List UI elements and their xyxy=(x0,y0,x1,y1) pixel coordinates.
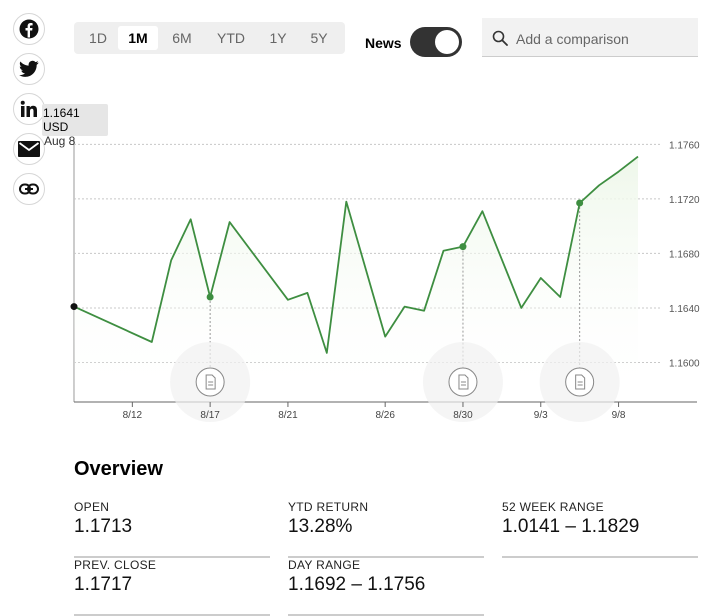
tooltip-price: 1.1641 USD xyxy=(43,106,80,134)
search-icon xyxy=(492,30,508,46)
linkedin-share-button[interactable] xyxy=(13,93,45,125)
document-icon xyxy=(458,374,469,390)
price-line xyxy=(73,155,639,354)
linkedin-icon xyxy=(20,100,37,117)
x-tick-label: 8/17 xyxy=(200,410,220,421)
twitter-icon xyxy=(19,60,39,77)
price-area xyxy=(74,156,638,402)
link-icon xyxy=(19,183,39,195)
tab-1y[interactable]: 1Y xyxy=(269,30,287,46)
facebook-share-button[interactable] xyxy=(13,13,45,45)
stat-value: 1.1713 xyxy=(74,516,133,537)
y-tick-label: 1.1720 xyxy=(669,195,700,206)
stat-day-range: DAY RANGE 1.1692 – 1.1756 xyxy=(288,558,484,616)
hover-tooltip: 1.1641 USD Aug 8 xyxy=(42,104,108,148)
news-marker-button[interactable] xyxy=(170,342,251,422)
x-tick-label: 9/3 xyxy=(534,410,548,421)
share-bar xyxy=(13,13,47,213)
tab-ytd[interactable]: YTD xyxy=(217,30,245,46)
x-tick-label: 8/21 xyxy=(278,410,298,421)
tab-1d[interactable]: 1D xyxy=(89,30,107,46)
stat-label: DAY RANGE xyxy=(288,558,361,572)
toggle-knob xyxy=(435,30,459,54)
news-marker-button[interactable] xyxy=(539,342,620,422)
tab-1m[interactable]: 1M xyxy=(118,26,158,50)
stat-label: OPEN xyxy=(74,500,110,514)
y-tick-label: 1.1680 xyxy=(669,249,700,260)
document-icon xyxy=(575,374,586,390)
copy-link-button[interactable] xyxy=(13,173,45,205)
x-tick-label: 9/8 xyxy=(612,410,626,421)
stat-value: 13.28% xyxy=(288,516,353,537)
overview-title: Overview xyxy=(74,458,163,480)
y-tick-label: 1.1760 xyxy=(669,140,700,151)
stat-open: OPEN 1.1713 xyxy=(74,500,270,558)
stat-prev-close: PREV. CLOSE 1.1717 xyxy=(74,558,270,616)
news-toggle[interactable] xyxy=(410,27,462,57)
x-tick-label: 8/26 xyxy=(375,410,395,421)
comparison-input[interactable] xyxy=(514,27,696,51)
x-tick-label: 8/12 xyxy=(123,410,143,421)
y-tick-label: 1.1600 xyxy=(669,358,700,369)
y-tick-label: 1.1640 xyxy=(669,304,700,315)
stat-value: 1.0141 – 1.1829 xyxy=(502,516,640,537)
comparison-search xyxy=(482,18,698,57)
email-share-button[interactable] xyxy=(13,133,45,165)
stat-label: PREV. CLOSE xyxy=(74,558,157,572)
stat-value: 1.1717 xyxy=(74,574,133,595)
stat-label: 52 WEEK RANGE xyxy=(502,500,604,514)
stat-value: 1.1692 – 1.1756 xyxy=(288,574,426,595)
news-data-point xyxy=(459,243,467,251)
stat-52-week-range: 52 WEEK RANGE 1.0141 – 1.1829 xyxy=(502,500,698,558)
twitter-share-button[interactable] xyxy=(13,53,45,85)
news-data-point xyxy=(576,199,584,207)
x-tick-label: 8/30 xyxy=(453,410,473,421)
stat-ytd-return: YTD RETURN 13.28% xyxy=(288,500,484,558)
tooltip-date: Aug 8 xyxy=(44,134,76,148)
time-range-selector: 1D 1M 6M YTD 1Y 5Y xyxy=(74,22,345,54)
news-data-point xyxy=(206,293,214,301)
email-icon xyxy=(18,141,40,157)
news-marker-button[interactable] xyxy=(422,342,503,422)
stat-label: YTD RETURN xyxy=(288,500,369,514)
facebook-icon xyxy=(19,19,39,39)
document-icon xyxy=(205,374,216,390)
tab-6m[interactable]: 6M xyxy=(172,30,192,46)
price-chart: 1.1760 1.1720 1.1680 1.1640 1.1600 8/12 8/17 8/… xyxy=(70,138,700,422)
hover-point xyxy=(70,303,78,311)
news-label: News xyxy=(365,35,402,51)
tab-5y[interactable]: 5Y xyxy=(310,30,328,46)
